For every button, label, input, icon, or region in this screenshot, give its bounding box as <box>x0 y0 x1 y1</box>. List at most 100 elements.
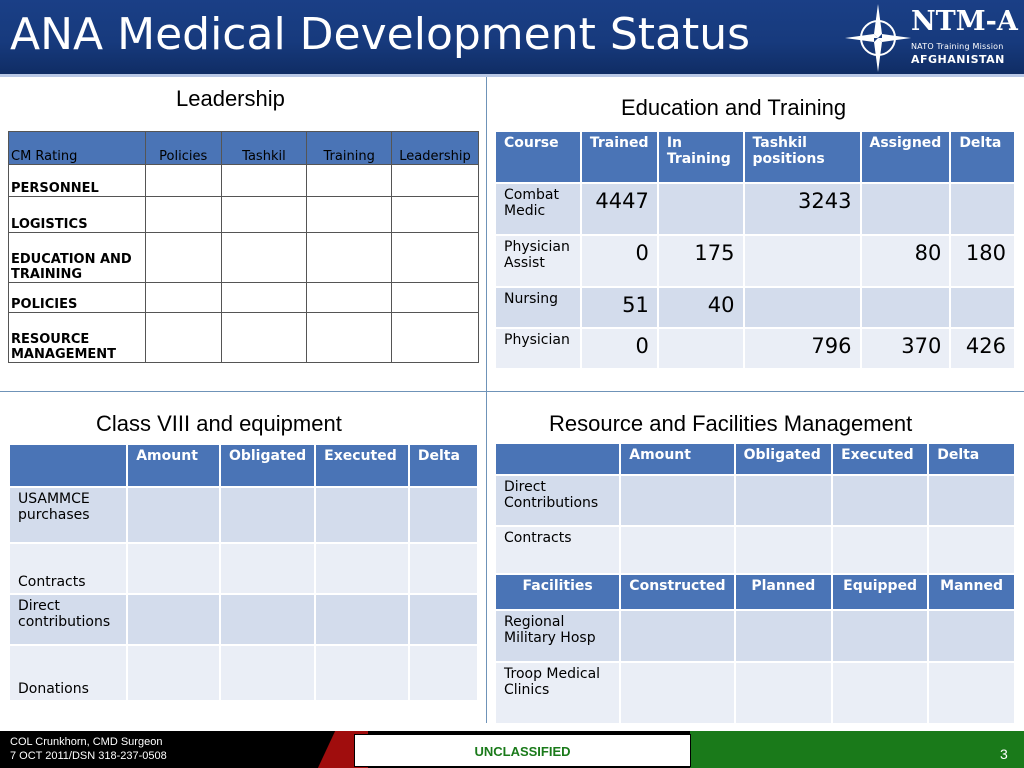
delta-cell <box>949 182 1016 236</box>
resource-table: Amount Obligated Executed Delta Direct C… <box>493 442 1016 725</box>
trained-cell: 0 <box>579 234 659 288</box>
slide-title: ANA Medical Development Status <box>10 9 751 60</box>
horizontal-divider <box>0 391 1024 392</box>
column-header: Constructed <box>619 573 736 611</box>
education-table: Course Trained In Training Tashkil posit… <box>494 130 1016 370</box>
row-label: LOGISTICS <box>8 196 146 233</box>
row-label: EDUCATION AND TRAINING <box>8 232 146 283</box>
column-header <box>493 442 622 476</box>
column-header: Training <box>306 131 393 165</box>
table-row: POLICIES <box>8 282 479 313</box>
vertical-divider-top <box>486 77 487 391</box>
table-row: Troop Medical Clinics <box>493 661 1016 725</box>
footer-contact: COL Crunkhorn, CMD Surgeon 7 OCT 2011/DS… <box>10 735 167 763</box>
row-label: Direct Contributions <box>493 474 622 527</box>
footer-line-1: COL Crunkhorn, CMD Surgeon <box>10 736 163 748</box>
column-header: Assigned <box>859 130 952 184</box>
table-row: Contracts <box>493 525 1016 575</box>
row-label: POLICIES <box>8 282 146 313</box>
leadership-title: Leadership <box>176 86 285 111</box>
delta-cell <box>949 286 1016 329</box>
tashkil-cell <box>742 286 862 329</box>
footer-line-2: 7 OCT 2011/DSN 318-237-0508 <box>10 750 167 762</box>
column-header: Tashkil <box>220 131 308 165</box>
assigned-cell <box>859 286 952 329</box>
resource-title: Resource and Facilities Management <box>549 411 913 436</box>
class-viii-table: Amount Obligated Executed Delta USAMMCE … <box>7 443 480 702</box>
row-label: RESOURCE MANAGEMENT <box>8 312 146 363</box>
table-row: Physician 0 796 370 426 <box>494 327 1016 370</box>
row-label: Troop Medical Clinics <box>493 661 622 725</box>
column-header: Executed <box>831 442 930 476</box>
table-header-row: Course Trained In Training Tashkil posit… <box>494 130 1016 184</box>
column-header: Equipped <box>831 573 930 611</box>
delta-cell: 180 <box>949 234 1016 288</box>
tashkil-cell: 796 <box>742 327 862 370</box>
column-header: Amount <box>619 442 736 476</box>
logo-subtitle: NATO Training Mission <box>911 42 1004 51</box>
course-cell: Physician Assist <box>494 234 582 288</box>
column-header: Delta <box>927 442 1016 476</box>
table-header-row: Amount Obligated Executed Delta <box>493 442 1016 476</box>
column-header: Leadership <box>391 131 479 165</box>
tashkil-cell <box>742 234 862 288</box>
in-training-cell <box>656 327 745 370</box>
column-header: Planned <box>733 573 834 611</box>
logo-country: AFGHANISTAN <box>911 53 1005 66</box>
assigned-cell: 370 <box>859 327 952 370</box>
table-row: PERSONNEL <box>8 164 479 197</box>
row-label: PERSONNEL <box>8 164 146 197</box>
column-header: CM Rating <box>8 131 146 165</box>
table-row: Physician Assist 0 175 80 180 <box>494 234 1016 288</box>
table-row: Direct contributions <box>7 593 480 646</box>
course-cell: Nursing <box>494 286 582 329</box>
tashkil-cell: 3243 <box>742 182 862 236</box>
delta-cell: 426 <box>949 327 1016 370</box>
classification-box: UNCLASSIFIED <box>354 734 691 767</box>
assigned-cell: 80 <box>859 234 952 288</box>
row-label: Donations <box>7 644 129 702</box>
table-row: USAMMCE purchases <box>7 486 480 544</box>
table-row: LOGISTICS <box>8 196 479 233</box>
table-row: Combat Medic 4447 3243 <box>494 182 1016 236</box>
column-header: Trained <box>579 130 659 184</box>
table-row: EDUCATION AND TRAINING <box>8 232 479 283</box>
column-header: Manned <box>927 573 1016 611</box>
table-row: Regional Military Hosp <box>493 609 1016 663</box>
row-label: USAMMCE purchases <box>7 486 129 544</box>
course-cell: Physician <box>494 327 582 370</box>
table-row: Direct Contributions <box>493 474 1016 527</box>
footer-green-band <box>690 731 1024 768</box>
table-row: Donations <box>7 644 480 702</box>
row-label: Contracts <box>493 525 622 575</box>
facilities-header-row: Facilities Constructed Planned Equipped … <box>493 573 1016 611</box>
column-header: Executed <box>314 443 410 488</box>
header-stripe <box>0 74 1024 77</box>
education-title: Education and Training <box>621 95 847 120</box>
page-number: 3 <box>1000 746 1008 762</box>
row-label: Regional Military Hosp <box>493 609 622 663</box>
row-label: Direct contributions <box>7 593 129 646</box>
table-row: RESOURCE MANAGEMENT <box>8 312 479 363</box>
assigned-cell <box>859 182 952 236</box>
vertical-divider-bottom <box>486 391 487 723</box>
table-header-row: Amount Obligated Executed Delta <box>7 443 480 488</box>
leadership-table: CM Rating Policies Tashkil Training Lead… <box>8 131 479 363</box>
column-header: In Training <box>656 130 745 184</box>
column-header: Policies <box>144 131 222 165</box>
column-header: Obligated <box>733 442 834 476</box>
in-training-cell: 175 <box>656 234 745 288</box>
trained-cell: 4447 <box>579 182 659 236</box>
column-header: Tashkil positions <box>742 130 862 184</box>
class-viii-title: Class VIII and equipment <box>96 411 342 436</box>
in-training-cell: 40 <box>656 286 745 329</box>
table-row: Contracts <box>7 542 480 595</box>
row-label: Contracts <box>7 542 129 595</box>
column-header: Obligated <box>218 443 317 488</box>
column-header: Amount <box>126 443 221 488</box>
classification-label: UNCLASSIFIED <box>474 744 571 759</box>
trained-cell: 0 <box>579 327 659 370</box>
ntm-a-logo: NTM-A NATO Training Mission AFGHANISTAN <box>845 2 1023 74</box>
course-cell: Combat Medic <box>494 182 582 236</box>
column-header <box>7 443 129 488</box>
